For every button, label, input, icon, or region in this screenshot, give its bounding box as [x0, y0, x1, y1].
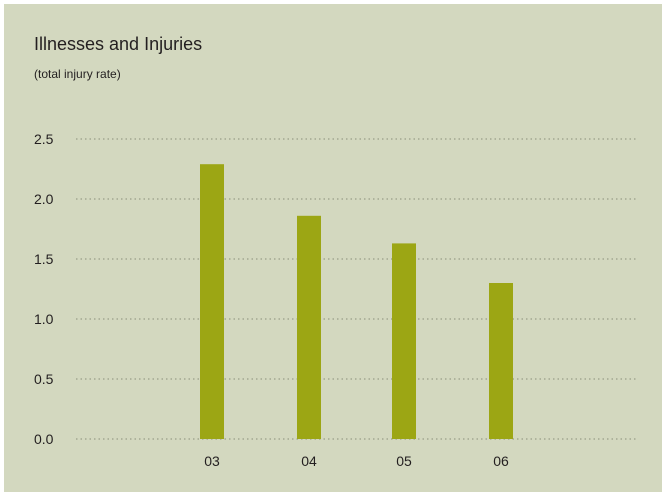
bar-chart: 0.0 0.5 1.0 1.5 2.0 2.5 03 04 05 06	[34, 131, 636, 469]
bar-03	[200, 164, 224, 439]
bar-04	[297, 215, 321, 439]
x-category-label: 06	[493, 453, 509, 469]
y-tick-label: 2.5	[34, 131, 54, 147]
bar-06	[489, 283, 513, 439]
x-category-label: 03	[204, 453, 220, 469]
chart-subtitle: (total injury rate)	[34, 67, 121, 81]
x-category-label: 04	[301, 453, 317, 469]
x-category-label: 05	[396, 453, 412, 469]
y-tick-label: 1.0	[34, 311, 54, 327]
y-tick-label: 0.5	[34, 371, 54, 387]
bar-05	[392, 243, 416, 439]
y-tick-label: 2.0	[34, 191, 54, 207]
chart-panel: Illnesses and Injuries (total injury rat…	[4, 4, 662, 492]
y-tick-label: 1.5	[34, 251, 54, 267]
chart-title: Illnesses and Injuries	[34, 34, 203, 54]
y-tick-label: 0.0	[34, 431, 54, 447]
